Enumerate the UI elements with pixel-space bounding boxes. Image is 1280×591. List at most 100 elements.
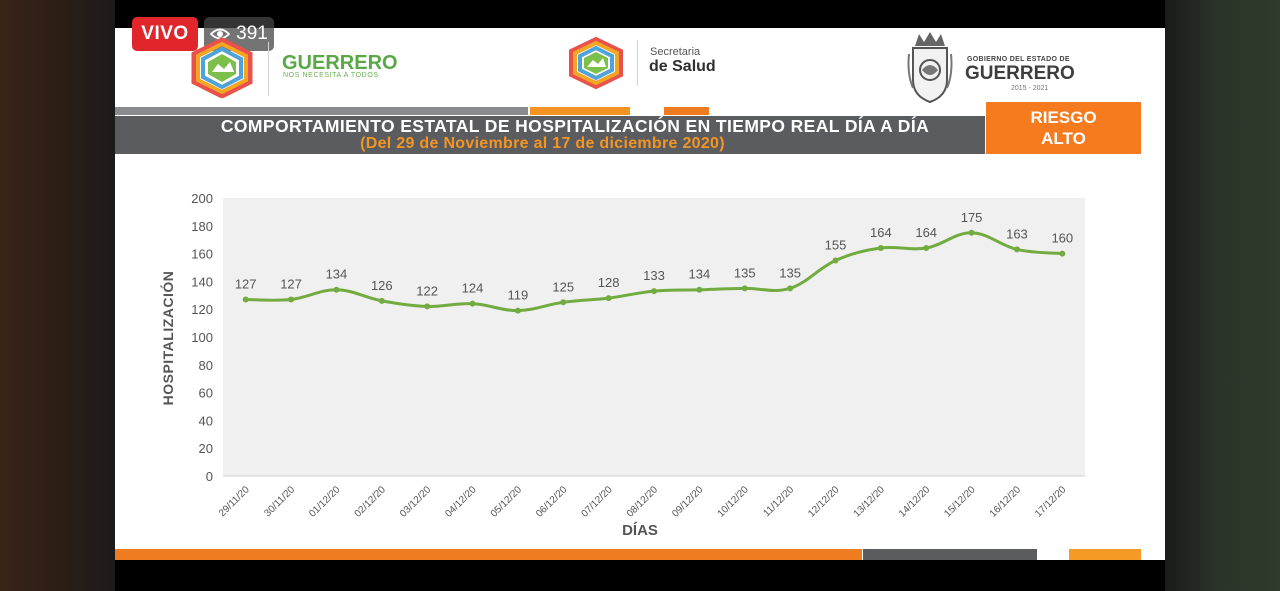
live-badge: VIVO [132, 17, 198, 51]
data-label: 134 [689, 267, 711, 282]
data-labels: 127 127 134 126 122 124 119 125 128 133 134 135 135 1… [235, 210, 1073, 303]
risk-label-line1: RIESGO [1030, 108, 1097, 127]
x-tick-label: 04/12/20 [443, 484, 479, 520]
data-point [1013, 246, 1020, 253]
data-points [242, 229, 1066, 314]
x-tick-label: 13/12/20 [852, 484, 888, 520]
plot-area [223, 198, 1085, 476]
x-tick-label: 16/12/20 [988, 484, 1024, 520]
y-axis-title: HOSPITALIZACIÓN [159, 271, 176, 406]
y-axis: 0 20 40 60 80 100 120 140 160 180 200 [191, 191, 213, 484]
viewer-count-badge: 391 [204, 17, 274, 51]
header-band-top [115, 107, 528, 115]
data-label: 134 [326, 267, 348, 282]
de-salud-text: de Salud [649, 58, 716, 75]
x-tick-label: 14/12/20 [897, 484, 933, 520]
data-point [469, 300, 476, 307]
y-tick-label: 80 [199, 358, 213, 373]
viewer-count: 391 [236, 23, 268, 44]
data-point [514, 307, 521, 314]
y-tick-label: 160 [191, 247, 213, 262]
x-tick-label: 17/12/20 [1033, 484, 1069, 520]
y-tick-label: 180 [191, 219, 213, 234]
risk-label-line2: ALTO [1041, 129, 1086, 148]
data-label: 163 [1006, 226, 1028, 241]
logo-divider [268, 42, 269, 96]
data-label: 175 [961, 210, 983, 225]
y-tick-label: 140 [191, 274, 213, 289]
data-label: 126 [371, 278, 393, 293]
x-tick-label: 11/12/20 [761, 484, 796, 519]
data-label: 164 [915, 225, 937, 240]
header-band [115, 116, 985, 154]
y-tick-label: 200 [191, 191, 213, 206]
y-tick-label: 0 [206, 469, 213, 484]
data-point [923, 245, 930, 252]
data-point [787, 285, 794, 292]
logo-divider [637, 40, 638, 86]
data-point [242, 296, 249, 303]
x-tick-label: 15/12/20 [942, 484, 978, 520]
data-label: 124 [462, 281, 484, 296]
x-tick-label: 30/11/20 [262, 484, 297, 519]
data-point [877, 245, 884, 252]
data-point [378, 297, 385, 304]
x-tick-label: 29/11/20 [217, 484, 252, 519]
data-label: 119 [508, 288, 529, 303]
x-axis-title: DÍAS [622, 522, 658, 539]
data-point [288, 296, 295, 303]
footer-band-orange [115, 549, 862, 560]
header-accent-stripe [664, 107, 709, 115]
x-axis: 29/11/20 30/11/20 01/12/20 02/12/20 03/12/20… [217, 475, 1085, 520]
x-tick-label: 12/12/20 [806, 484, 842, 520]
data-label: 125 [552, 279, 574, 294]
data-label: 160 [1051, 231, 1073, 246]
risk-level-badge: RIESGO ALTO [986, 102, 1141, 154]
slide-subtitle: (Del 29 de Noviembre al 17 de diciembre … [360, 135, 725, 152]
x-tick-label: 10/12/20 [716, 484, 752, 520]
x-tick-label: 01/12/20 [307, 484, 343, 520]
gobierno-estado-text: GOBIERNO DEL ESTADO DE [967, 56, 1070, 63]
eye-icon [210, 28, 231, 40]
data-label: 164 [870, 225, 892, 240]
y-tick-label: 40 [199, 413, 213, 428]
data-label: 127 [280, 276, 302, 291]
x-tick-label: 06/12/20 [534, 484, 570, 520]
data-label: 135 [779, 265, 801, 280]
secretaria-salud-emblem-logo [569, 36, 623, 90]
secretaria-text: Secretaria [650, 46, 701, 58]
x-tick-label: 09/12/20 [670, 484, 706, 520]
data-point [605, 295, 612, 302]
y-tick-label: 20 [199, 441, 213, 456]
footer-band-accent [1069, 549, 1141, 560]
footer-band-gray [863, 549, 1037, 560]
coat-of-arms-icon [907, 32, 953, 104]
x-tick-label: 02/12/20 [353, 484, 389, 520]
x-tick-label: 03/12/20 [398, 484, 434, 520]
x-tick-label: 08/12/20 [625, 484, 661, 520]
x-tick-label: 07/12/20 [579, 484, 615, 520]
data-label: 135 [734, 265, 756, 280]
guerrero-emblem-logo [191, 37, 253, 98]
slide-title: COMPORTAMIENTO ESTATAL DE HOSPITALIZACIÓ… [220, 116, 930, 136]
data-point [560, 299, 567, 306]
data-label: 127 [235, 276, 257, 291]
guerrero-logo-text: GUERRERO [282, 52, 398, 74]
data-point [333, 286, 340, 293]
hospitalization-line-chart: 0 20 40 60 80 100 120 140 160 180 200 29/11/20 30/1… [159, 191, 1085, 539]
y-tick-label: 120 [191, 302, 213, 317]
data-label: 128 [598, 275, 620, 290]
data-point [651, 288, 657, 295]
data-point [741, 285, 748, 292]
y-tick-label: 100 [191, 330, 213, 345]
data-point [832, 257, 839, 264]
header-accent-stripe [530, 107, 630, 115]
data-point [424, 303, 431, 310]
data-label: 122 [416, 283, 438, 298]
guerrero-gov-text: GUERRERO [965, 63, 1075, 84]
guerrero-slogan: NOS NECESITA A TODOS [283, 72, 379, 79]
data-point [696, 286, 703, 293]
data-label: 155 [825, 238, 847, 253]
data-label: 133 [643, 268, 665, 283]
x-tick-label: 05/12/20 [489, 484, 525, 520]
